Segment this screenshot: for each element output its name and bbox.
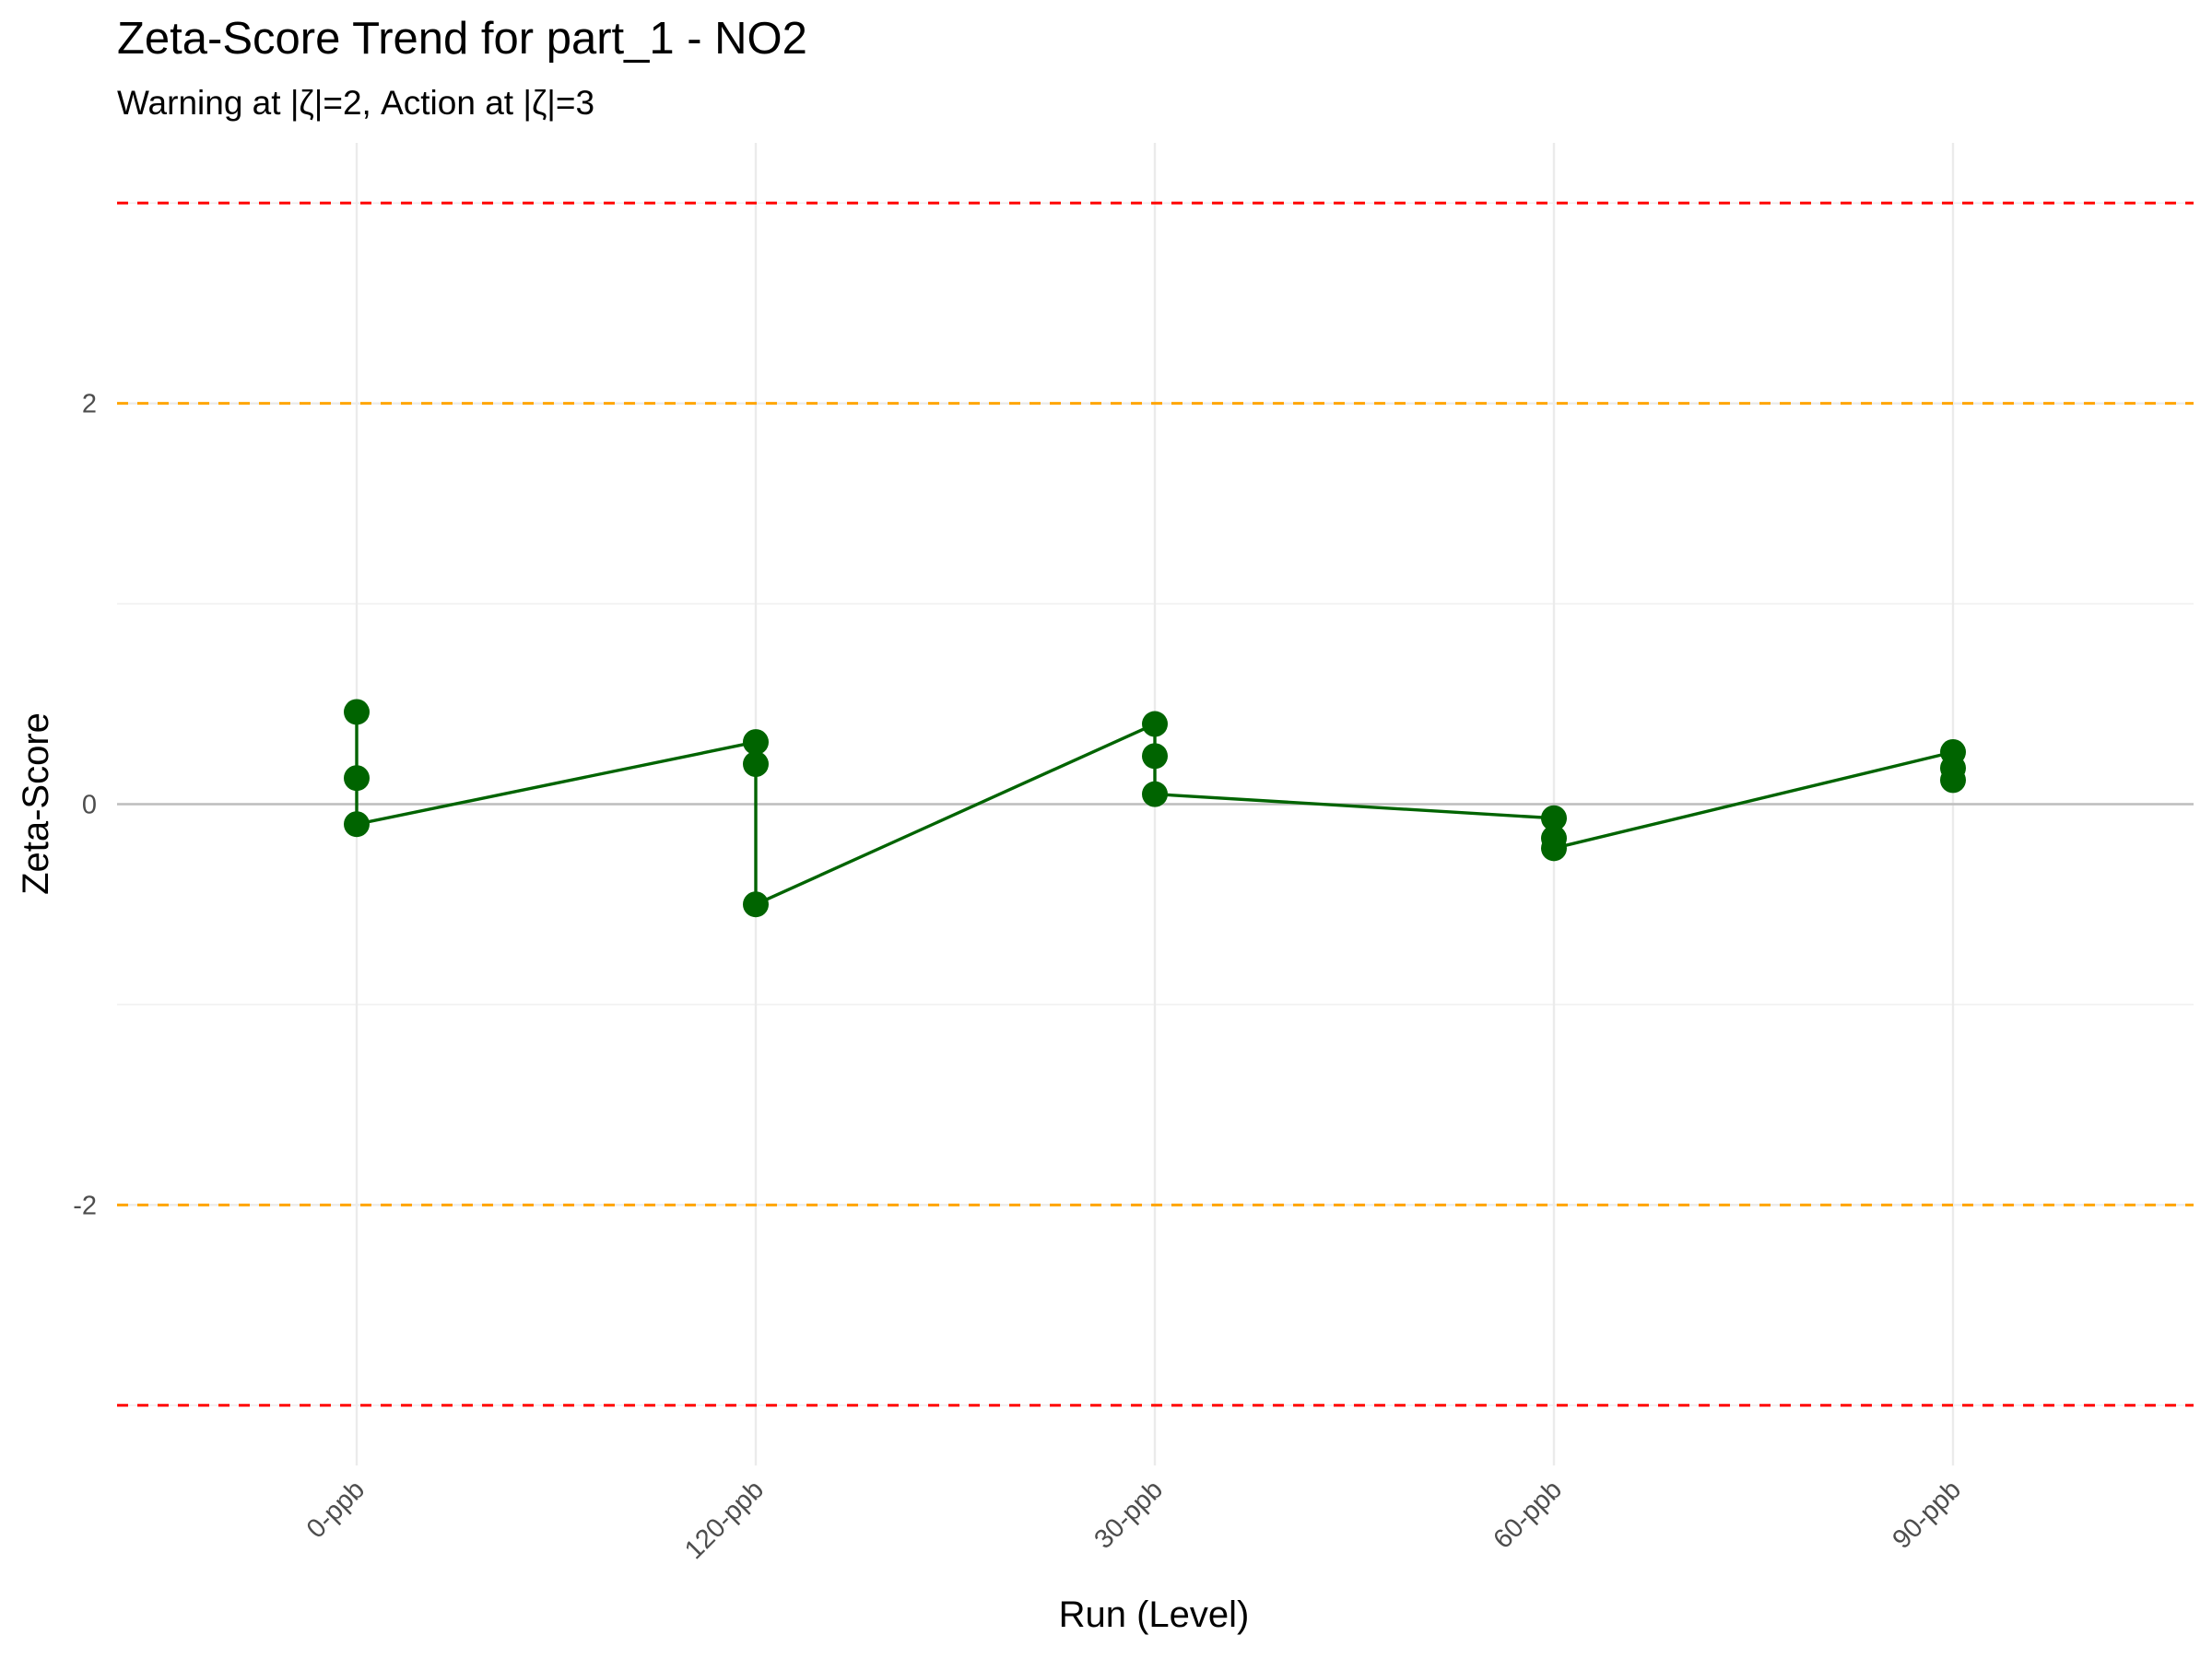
chart-title: Zeta-Score Trend for part_1 - NO2 — [117, 14, 807, 64]
x-tick-label: 30-ppb — [1088, 1475, 1168, 1554]
x-tick-label: 0-ppb — [301, 1475, 371, 1544]
data-point — [344, 699, 370, 725]
x-tick-label: 60-ppb — [1488, 1475, 1567, 1554]
y-tick-label: 0 — [82, 791, 97, 820]
data-point — [1541, 835, 1567, 862]
data-point — [344, 765, 370, 792]
data-point — [344, 811, 370, 838]
y-tick-label: -2 — [73, 1191, 97, 1220]
data-series — [344, 699, 1966, 918]
data-point — [1142, 743, 1168, 770]
y-tick-label: 2 — [82, 390, 97, 419]
y-axis-ticks: -2 0 2 — [73, 390, 97, 1221]
data-point — [1940, 767, 1966, 794]
x-axis-ticks: 0-ppb 120-ppb 30-ppb 60-ppb 90-ppb — [301, 1475, 1967, 1565]
x-tick-label: 120-ppb — [679, 1475, 770, 1565]
data-point — [1142, 711, 1168, 737]
data-point — [743, 891, 769, 918]
x-tick-label: 90-ppb — [1887, 1475, 1966, 1554]
data-point — [743, 751, 769, 778]
x-axis-title: Run (Level) — [1059, 1594, 1250, 1635]
y-axis-title: Zeta-Score — [16, 712, 56, 895]
data-point — [1541, 805, 1567, 831]
data-point — [743, 729, 769, 756]
chart-subtitle: Warning at |ζ|=2, Action at |ζ|=3 — [117, 84, 594, 122]
data-point — [1142, 781, 1168, 807]
